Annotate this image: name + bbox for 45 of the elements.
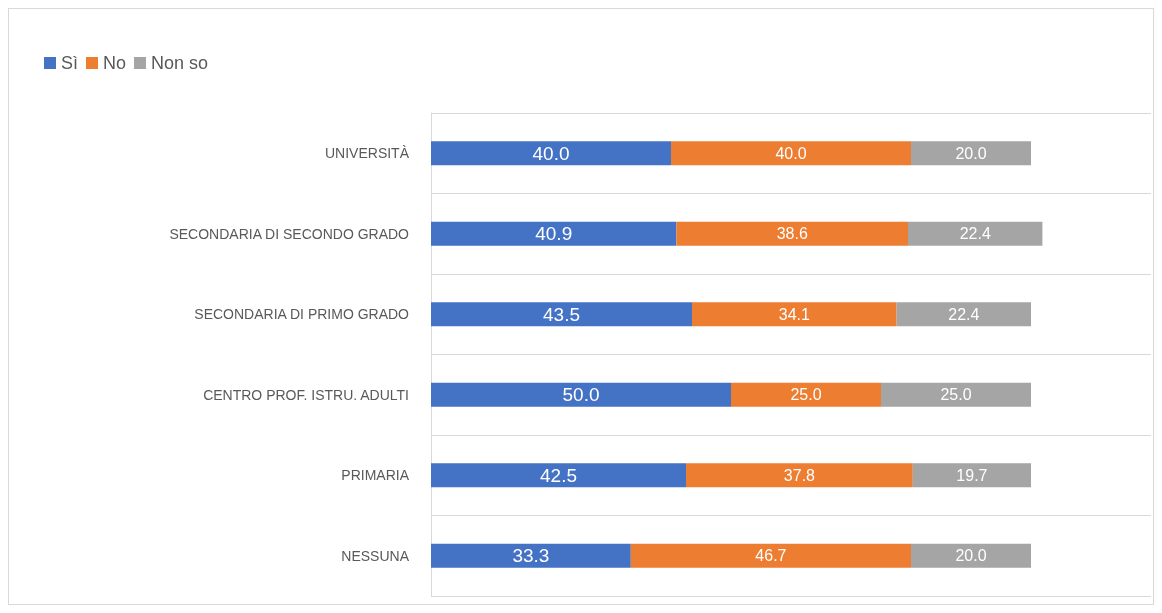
legend-label: No (103, 53, 127, 73)
bar (431, 302, 692, 327)
data-label: 34.1 (778, 305, 810, 323)
bar (431, 382, 731, 407)
y-tick-label: NESSUNA (341, 547, 410, 564)
data-label: 40.9 (535, 223, 573, 245)
bar (431, 141, 671, 166)
bar (686, 463, 913, 488)
bar (630, 543, 911, 568)
data-label: 42.5 (540, 464, 577, 486)
data-label: 20.0 (955, 547, 987, 565)
bar (731, 382, 881, 407)
bar (676, 221, 908, 246)
y-tick-label: CENTRO PROF. ISTRU. ADULTI (203, 386, 409, 403)
data-label: 22.4 (948, 305, 980, 323)
data-label: 43.5 (543, 303, 580, 325)
bar (881, 382, 1031, 407)
bar (671, 141, 911, 166)
y-tick-label: SECONDARIA DI SECONDO GRADO (169, 225, 410, 242)
bar (692, 302, 897, 327)
data-label: 40.0 (532, 142, 570, 164)
data-label: 38.6 (776, 225, 808, 243)
bar (431, 221, 677, 246)
data-label: 33.3 (512, 545, 550, 567)
bar (908, 221, 1043, 246)
bar (911, 543, 1031, 568)
bar (431, 543, 631, 568)
data-label: 46.7 (755, 547, 787, 565)
data-label: 19.7 (956, 466, 988, 484)
bar (431, 463, 686, 488)
data-label: 50.0 (562, 384, 600, 406)
data-label: 25.0 (940, 386, 972, 404)
bar (912, 463, 1031, 488)
legend-label: Sì (61, 53, 79, 73)
y-tick-label: PRIMARIA (341, 467, 410, 484)
bar (911, 141, 1031, 166)
data-label: 20.0 (955, 144, 987, 162)
data-label: 22.4 (959, 225, 991, 243)
y-tick-label: SECONDARIA DI PRIMO GRADO (194, 306, 410, 323)
y-tick-label: UNIVERSITÀ (324, 145, 410, 162)
data-label: 25.0 (790, 386, 822, 404)
bar (896, 302, 1031, 327)
legend-label: Non so (151, 53, 209, 73)
data-label: 37.8 (783, 466, 816, 484)
data-label: 40.0 (775, 144, 807, 162)
